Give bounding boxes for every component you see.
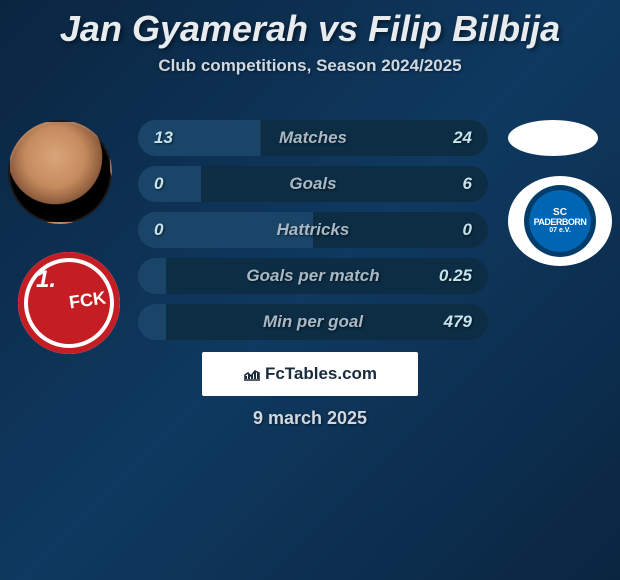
stat-label: Hattricks [138, 220, 488, 240]
stat-left-value: 0 [154, 220, 163, 240]
stat-right-value: 0.25 [439, 266, 472, 286]
brand-box: FcTables.com [202, 352, 418, 396]
stat-left-value: 13 [154, 128, 173, 148]
stat-row: 13Matches24 [138, 120, 488, 156]
page-subtitle: Club competitions, Season 2024/2025 [0, 56, 620, 76]
club2-badge-inner: SC PADERBORN 07 e.V. [524, 185, 596, 257]
stat-label: Min per goal [138, 312, 488, 332]
chart-icon [243, 367, 261, 381]
club1-badge [18, 252, 120, 354]
player2-avatar [508, 120, 598, 156]
stat-right-value: 479 [444, 312, 472, 332]
club2-badge: SC PADERBORN 07 e.V. [508, 176, 612, 266]
stat-row: Goals per match0.25 [138, 258, 488, 294]
page-title: Jan Gyamerah vs Filip Bilbija [0, 8, 620, 50]
stat-label: Goals per match [138, 266, 488, 286]
player-right-column: SC PADERBORN 07 e.V. [508, 120, 612, 266]
header: Jan Gyamerah vs Filip Bilbija Club compe… [0, 0, 620, 76]
player-left-column [8, 120, 120, 354]
stat-right-value: 6 [463, 174, 472, 194]
stat-label: Goals [138, 174, 488, 194]
stat-row: 0Hattricks0 [138, 212, 488, 248]
stat-row: Min per goal479 [138, 304, 488, 340]
stat-label: Matches [138, 128, 488, 148]
stat-right-value: 0 [463, 220, 472, 240]
player1-avatar [8, 120, 112, 224]
stat-left-value: 0 [154, 174, 163, 194]
stats-container: 13Matches240Goals60Hattricks0Goals per m… [138, 120, 488, 350]
brand-text: FcTables.com [265, 364, 377, 384]
stat-right-value: 24 [453, 128, 472, 148]
stat-row: 0Goals6 [138, 166, 488, 202]
date-label: 9 march 2025 [0, 408, 620, 429]
